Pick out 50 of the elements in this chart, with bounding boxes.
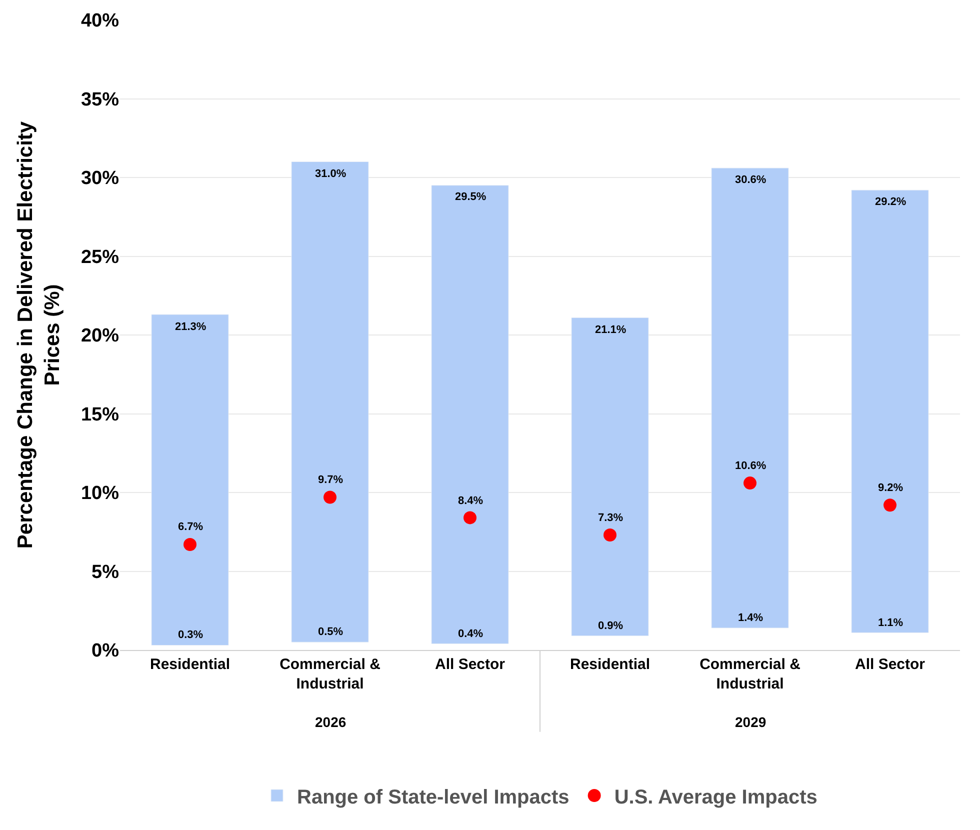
point <box>464 511 476 524</box>
text: 2026 <box>315 714 346 730</box>
data-label: 29.5% <box>455 191 486 203</box>
x-tick-label: All Sector <box>854 656 926 673</box>
point <box>324 490 336 504</box>
y-tick-label: 5% <box>92 562 120 583</box>
point <box>884 498 896 512</box>
x-tick-label: Residential <box>570 656 650 673</box>
annotation: 0.3% <box>178 629 204 641</box>
y-tick-label: 0% <box>92 640 120 662</box>
bar <box>571 317 649 636</box>
y-tick-label: 15% <box>80 404 120 426</box>
annotation: 0.4% <box>458 628 484 640</box>
legend-label: Range of State-level Impacts <box>297 786 570 808</box>
x-tick-label: Commercial & Industrial <box>280 656 381 692</box>
data-label: 29.2% <box>875 196 906 208</box>
legend-label: U.S. Average Impacts <box>614 786 818 808</box>
data-label: 9.7% <box>318 474 344 486</box>
data-label: 30.6% <box>735 174 766 186</box>
point <box>604 528 616 542</box>
data-label: 21.3% <box>175 321 206 333</box>
x-tick-label: Residential <box>150 656 230 673</box>
point <box>184 538 196 551</box>
data-label: 6.7% <box>178 521 204 533</box>
bar <box>711 168 789 628</box>
y-tick-label: 35% <box>80 89 120 110</box>
y-axis-title: Percentage Change in Delivered Electricity Prices (%) <box>14 121 64 549</box>
text: 2029 <box>735 714 766 730</box>
data-label: 21.1% <box>595 324 626 336</box>
data-label: 31.0% <box>315 168 346 180</box>
y-tick-label: 10% <box>80 483 120 504</box>
x-tick-label: Commercial & Industrial <box>700 656 801 692</box>
y-tick-label: 25% <box>80 246 120 268</box>
data-label: 7.3% <box>598 512 624 524</box>
y-tick-label: 40% <box>80 10 120 32</box>
point <box>744 476 756 490</box>
y-tick-label: 20% <box>80 326 120 347</box>
data-label: 9.2% <box>878 482 904 494</box>
bar <box>431 185 509 644</box>
bar <box>291 162 369 642</box>
y-tick-label: 30% <box>80 168 120 190</box>
x-tick-label: All Sector <box>434 656 506 673</box>
data-label: 10.6% <box>735 460 766 472</box>
annotation: 1.1% <box>878 617 904 629</box>
annotation: 1.4% <box>738 612 764 624</box>
bar <box>151 314 229 646</box>
bar <box>851 190 929 633</box>
annotation: 0.5% <box>318 626 344 638</box>
data-label: 8.4% <box>458 495 484 507</box>
annotation: 0.9% <box>598 620 624 632</box>
